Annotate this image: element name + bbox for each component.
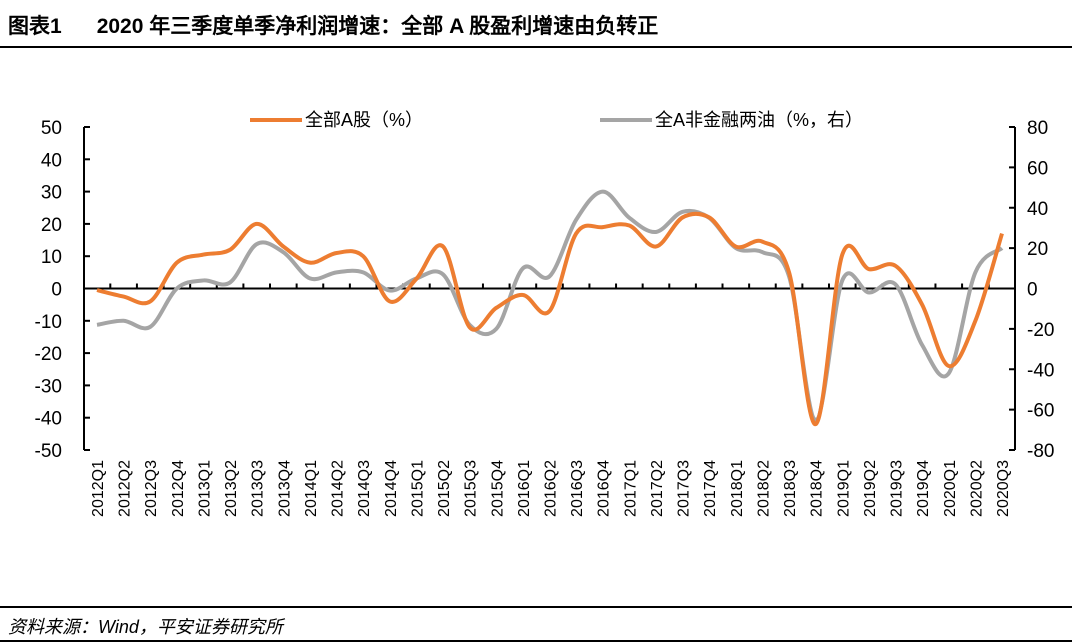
right-tick-label: -20 — [1027, 320, 1054, 341]
figure-title: 图表1 2020 年三季度单季净利润增速：全部 A 股盈利增速由负转正 — [8, 10, 658, 40]
x-tick-label: 2018Q4 — [809, 460, 826, 517]
x-tick-label: 2018Q1 — [729, 460, 746, 517]
left-tick-label: 20 — [41, 215, 62, 236]
left-tick-label: -30 — [35, 376, 62, 397]
x-tick-label: 2014Q2 — [330, 460, 347, 517]
right-tick-label: -40 — [1027, 360, 1054, 381]
x-tick-label: 2012Q1 — [90, 460, 107, 517]
x-tick-label: 2019Q1 — [835, 460, 852, 517]
x-tick-label: 2015Q1 — [409, 460, 426, 517]
x-tick-label: 2015Q2 — [436, 460, 453, 517]
left-tick-label: 0 — [51, 280, 62, 301]
x-tick-label: 2016Q1 — [516, 460, 533, 517]
x-tick-label: 2020Q3 — [995, 460, 1012, 517]
x-tick-label: 2015Q4 — [489, 460, 506, 517]
x-tick-label: 2020Q1 — [942, 460, 959, 517]
x-tick-label: 2014Q4 — [383, 460, 400, 517]
figure-title-text: 2020 年三季度单季净利润增速：全部 A 股盈利增速由负转正 — [96, 15, 659, 38]
x-tick-label: 2019Q3 — [889, 460, 906, 517]
series-line-2 — [96, 189, 1004, 422]
top-rule — [0, 46, 1072, 48]
x-tick-label: 2013Q2 — [223, 460, 240, 517]
footer-rule — [0, 640, 1072, 642]
x-tick-label: 2017Q4 — [702, 460, 719, 517]
left-tick-label: 50 — [41, 118, 62, 139]
x-tick-label: 2013Q1 — [196, 460, 213, 517]
x-tick-label: 2012Q2 — [117, 460, 134, 517]
x-tick-label: 2016Q3 — [569, 460, 586, 517]
right-tick-label: -80 — [1027, 441, 1054, 462]
x-tick-label: 2016Q2 — [543, 460, 560, 517]
bottom-rule — [0, 606, 1072, 608]
x-tick-label: 2017Q2 — [649, 460, 666, 517]
left-tick-label: -20 — [35, 344, 62, 365]
x-tick-label: 2020Q2 — [968, 460, 985, 517]
right-tick-label: 60 — [1027, 158, 1048, 179]
x-tick-label: 2013Q3 — [250, 460, 267, 517]
right-tick-label: 0 — [1027, 280, 1038, 301]
source-note: 资料来源：Wind，平安证券研究所 — [8, 617, 283, 637]
x-tick-label: 2017Q3 — [676, 460, 693, 517]
right-tick-label: 40 — [1027, 199, 1048, 220]
figure-number: 图表1 — [8, 15, 62, 38]
legend-label-1: 全部A股（%） — [305, 110, 423, 130]
x-tick-label: 2019Q2 — [862, 460, 879, 517]
x-tick-label: 2013Q4 — [276, 460, 293, 517]
x-tick-label: 2015Q3 — [463, 460, 480, 517]
x-tick-label: 2014Q3 — [356, 460, 373, 517]
x-tick-label: 2012Q3 — [143, 460, 160, 517]
left-tick-label: -40 — [35, 409, 62, 430]
left-tick-label: -10 — [35, 312, 62, 333]
left-tick-label: 30 — [41, 183, 62, 204]
right-tick-label: -60 — [1027, 401, 1054, 422]
series-line-1 — [96, 211, 1004, 427]
x-tick-label: 2018Q2 — [755, 460, 772, 517]
x-tick-label: 2014Q1 — [303, 460, 320, 517]
x-tick-label: 2018Q3 — [782, 460, 799, 517]
right-tick-label: 80 — [1027, 118, 1048, 139]
left-tick-label: -50 — [35, 441, 62, 462]
x-tick-label: 2017Q1 — [622, 460, 639, 517]
left-tick-label: 40 — [41, 150, 62, 171]
x-tick-label: 2012Q4 — [170, 460, 187, 517]
legend-label-2: 全A非金融两油（%，右） — [655, 110, 863, 130]
x-tick-label: 2016Q4 — [596, 460, 613, 517]
right-tick-label: 20 — [1027, 239, 1048, 260]
x-tick-label: 2019Q4 — [915, 460, 932, 517]
left-tick-label: 10 — [41, 247, 62, 268]
